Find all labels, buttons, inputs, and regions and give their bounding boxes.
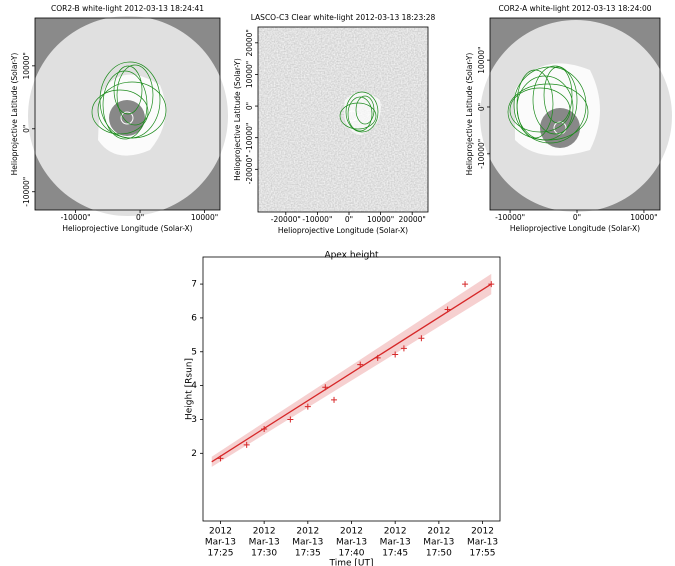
x-tick-label: 17:30 xyxy=(251,549,277,559)
data-point xyxy=(400,345,407,352)
x-tick-label: Mar-13 xyxy=(380,538,411,548)
y-tick-label: 6 xyxy=(191,313,197,323)
x-tick-label: Mar-13 xyxy=(336,538,367,548)
x-tick-label: 0" xyxy=(345,215,353,224)
x-tick-label: 2012 xyxy=(253,527,276,537)
x-tick-label: -20000" xyxy=(271,215,301,224)
y-tick-label: -20000" xyxy=(245,154,254,184)
y-tick-label: 0" xyxy=(22,125,31,133)
data-point xyxy=(304,403,311,410)
data-point xyxy=(488,281,495,288)
y-tick-label: 7 xyxy=(191,280,197,290)
y-tick-label: 4 xyxy=(191,381,197,391)
y-tick-label: 0" xyxy=(477,103,486,111)
data-point xyxy=(322,384,329,391)
data-point xyxy=(331,396,338,403)
x-tick-label: Mar-13 xyxy=(205,538,236,548)
x-axis-label: Time [UT] xyxy=(329,559,374,566)
x-tick-label: 2012 xyxy=(384,527,407,537)
y-tick-label: 5 xyxy=(191,347,197,357)
chart-title: COR2-B white-light 2012-03-13 18:24:41 xyxy=(51,4,204,13)
data-point xyxy=(418,335,425,342)
y-axis-label: Helioprojective Latitude (Solar-Y) xyxy=(233,58,242,181)
y-axis-label: Height [Rsun] xyxy=(185,358,195,420)
y-tick-label: 0" xyxy=(245,102,254,110)
x-tick-label: -10000" xyxy=(495,213,525,222)
x-tick-label: 2012 xyxy=(427,527,450,537)
x-tick-label: 20000" xyxy=(399,215,426,224)
y-tick-label: 10000" xyxy=(477,46,486,73)
y-tick-label: 2 xyxy=(191,449,197,459)
x-tick-label: -10000" xyxy=(302,215,332,224)
data-point xyxy=(287,416,294,423)
cor2b-image xyxy=(28,16,228,216)
x-tick-label: 10000" xyxy=(191,213,218,222)
data-point xyxy=(374,354,381,361)
data-point xyxy=(243,441,250,448)
y-axis-label: Helioprojective Latitude (Solar-Y) xyxy=(465,53,474,176)
x-tick-label: 17:50 xyxy=(426,549,452,559)
x-tick-label: Mar-13 xyxy=(467,538,498,548)
x-tick-label: 2012 xyxy=(296,527,319,537)
y-tick-label: -10000" xyxy=(22,177,31,207)
x-tick-label: 10000" xyxy=(630,213,657,222)
lasco-image xyxy=(258,27,428,212)
x-tick-label: 17:40 xyxy=(339,549,365,559)
x-axis-label: Helioprojective Longitude (Solar-X) xyxy=(62,224,192,233)
x-tick-label: -10000" xyxy=(61,213,91,222)
chart-title: COR2-A white-light 2012-03-13 18:24:00 xyxy=(498,4,651,13)
x-axis-label: Helioprojective Longitude (Solar-X) xyxy=(510,224,640,233)
x-tick-label: 0" xyxy=(573,213,581,222)
x-tick-label: 0" xyxy=(136,213,144,222)
x-tick-label: 2012 xyxy=(471,527,494,537)
fit-line xyxy=(211,283,492,463)
x-tick-label: 17:25 xyxy=(208,549,234,559)
x-tick-label: 17:45 xyxy=(382,549,408,559)
x-axis-label: Helioprojective Longitude (Solar-X) xyxy=(278,226,408,235)
axes-frame xyxy=(34,17,221,211)
data-point xyxy=(444,306,451,313)
x-tick-label: Mar-13 xyxy=(249,538,280,548)
y-tick-label: 3 xyxy=(191,415,197,425)
cor2a-image xyxy=(480,18,672,212)
chart-title: LASCO-C3 Clear white-light 2012-03-13 18… xyxy=(251,13,436,22)
y-tick-label: 10000" xyxy=(245,61,254,88)
axes-frame xyxy=(202,256,501,522)
data-point xyxy=(357,361,364,368)
data-point xyxy=(261,425,268,432)
x-tick-label: Mar-13 xyxy=(292,538,323,548)
x-tick-label: 17:35 xyxy=(295,549,321,559)
x-tick-label: 17:55 xyxy=(470,549,496,559)
y-axis-label: Helioprojective Latitude (Solar-Y) xyxy=(10,53,19,176)
x-tick-label: Mar-13 xyxy=(423,538,454,548)
y-tick-label: -10000" xyxy=(245,123,254,153)
axes-frame xyxy=(257,26,429,213)
data-point xyxy=(392,351,399,358)
data-point xyxy=(217,455,224,462)
chart-title: Apex height xyxy=(324,251,379,261)
x-tick-label: 2012 xyxy=(340,527,363,537)
axes-frame xyxy=(489,17,661,211)
x-tick-label: 2012 xyxy=(209,527,232,537)
y-tick-label: 10000" xyxy=(22,52,31,79)
x-tick-label: 10000" xyxy=(367,215,394,224)
y-tick-label: -10000" xyxy=(477,139,486,169)
data-point xyxy=(462,281,469,288)
fit-band xyxy=(211,273,492,467)
y-tick-label: 20000" xyxy=(245,29,254,56)
